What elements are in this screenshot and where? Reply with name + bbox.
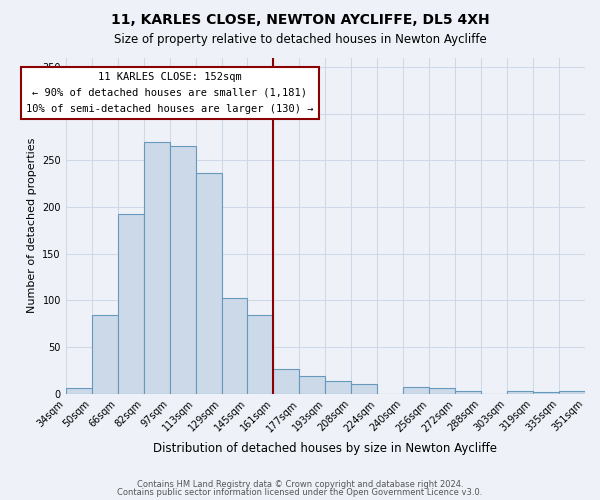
- Bar: [143, 142, 170, 394]
- Text: 11 KARLES CLOSE: 152sqm
← 90% of detached houses are smaller (1,181)
10% of semi: 11 KARLES CLOSE: 152sqm ← 90% of detache…: [26, 72, 313, 114]
- X-axis label: Distribution of detached houses by size in Newton Aycliffe: Distribution of detached houses by size …: [154, 442, 497, 455]
- Text: 11, KARLES CLOSE, NEWTON AYCLIFFE, DL5 4XH: 11, KARLES CLOSE, NEWTON AYCLIFFE, DL5 4…: [110, 12, 490, 26]
- Bar: [196, 174, 221, 394]
- Bar: [352, 384, 377, 394]
- Bar: [92, 316, 118, 394]
- Bar: [221, 298, 247, 394]
- Bar: [403, 388, 429, 394]
- Text: Size of property relative to detached houses in Newton Aycliffe: Size of property relative to detached ho…: [113, 32, 487, 46]
- Bar: [170, 146, 196, 394]
- Text: Contains HM Land Registry data © Crown copyright and database right 2024.: Contains HM Land Registry data © Crown c…: [137, 480, 463, 489]
- Bar: [507, 391, 533, 394]
- Bar: [274, 368, 299, 394]
- Bar: [429, 388, 455, 394]
- Y-axis label: Number of detached properties: Number of detached properties: [27, 138, 37, 314]
- Bar: [533, 392, 559, 394]
- Bar: [66, 388, 92, 394]
- Bar: [299, 376, 325, 394]
- Bar: [325, 380, 352, 394]
- Bar: [559, 391, 585, 394]
- Bar: [247, 316, 274, 394]
- Text: Contains public sector information licensed under the Open Government Licence v3: Contains public sector information licen…: [118, 488, 482, 497]
- Bar: [118, 214, 143, 394]
- Bar: [455, 391, 481, 394]
